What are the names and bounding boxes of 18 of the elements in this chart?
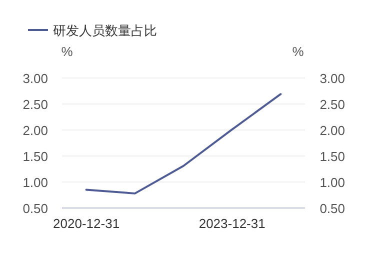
y-tick-label: 2.50	[22, 97, 48, 112]
x-tick-label: 2020-12-31	[53, 216, 120, 231]
y-tick-label: 0.50	[22, 201, 48, 216]
y-tick-label: 1.50	[22, 149, 48, 164]
y2-tick-label: 3.00	[320, 71, 345, 86]
y-tick-label: 2.00	[22, 123, 48, 138]
line-series	[85, 93, 282, 194]
y2-axis-title: %	[292, 44, 304, 59]
y2-tick-label: 0.50	[320, 201, 345, 216]
y2-tick-label: 2.00	[320, 123, 345, 138]
y2-tick-label: 2.50	[320, 97, 345, 112]
y2-tick-label: 1.50	[320, 149, 345, 164]
legend-label: 研发人员数量占比	[53, 23, 157, 38]
y-axis-title: %	[61, 44, 74, 59]
y-tick-label: 1.00	[22, 175, 48, 190]
x-tick-label: 2023-12-31	[198, 216, 266, 231]
y2-tick-label: 1.00	[320, 175, 345, 190]
y-tick-label: 3.00	[22, 71, 48, 86]
